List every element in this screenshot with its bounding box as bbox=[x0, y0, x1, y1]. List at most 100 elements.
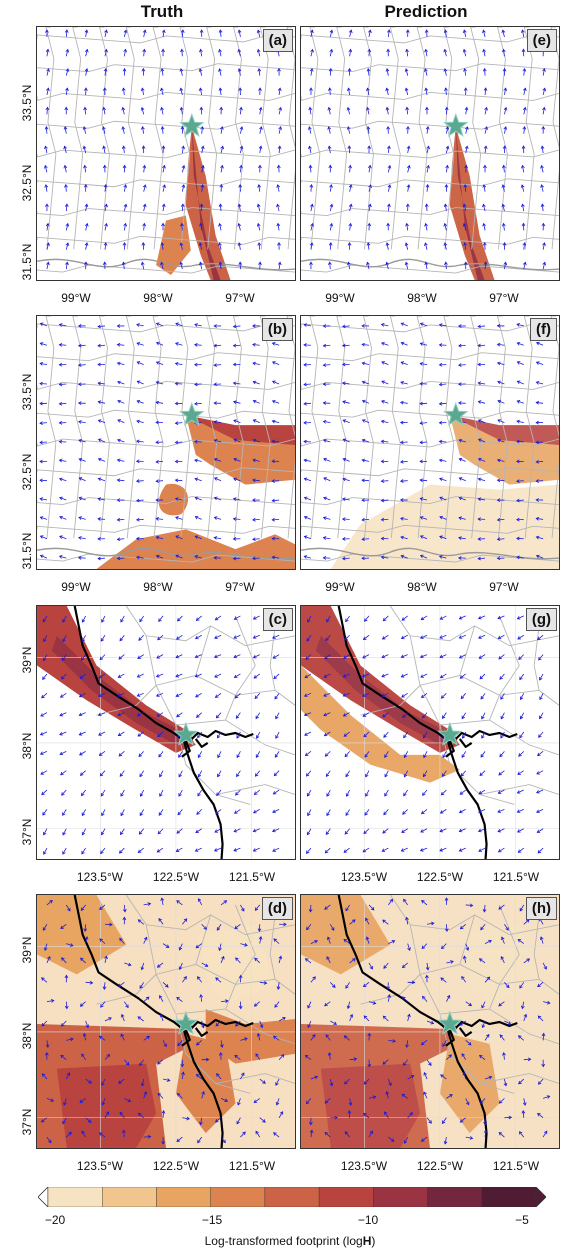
map-panel-e: (e) bbox=[300, 26, 560, 281]
y-tick: 38°N bbox=[20, 732, 34, 760]
footprint-plume bbox=[156, 126, 231, 280]
x-tick: 121.5°W bbox=[228, 870, 276, 884]
column-title-truth: Truth bbox=[140, 2, 184, 21]
y-tick: 38°N bbox=[20, 1022, 34, 1050]
colorbar-bin bbox=[47, 1187, 103, 1207]
map-panel-d: (d) bbox=[36, 894, 296, 1149]
panel-label: (e) bbox=[526, 29, 557, 52]
colorbar-title: Log-transformed footprint (logH) bbox=[204, 1234, 376, 1248]
x-tick: 122.5°W bbox=[416, 870, 464, 884]
footprint-plume bbox=[301, 606, 460, 783]
receptor-star-icon bbox=[443, 112, 469, 137]
panel-label: (g) bbox=[525, 608, 557, 631]
colorbar bbox=[38, 1187, 546, 1207]
county-borders bbox=[360, 606, 559, 805]
footprint-plume bbox=[37, 895, 295, 1148]
grid-lines bbox=[301, 895, 559, 1148]
map-canvas bbox=[301, 316, 559, 569]
grid-lines bbox=[37, 895, 295, 1148]
y-tick: 39°N bbox=[20, 936, 34, 964]
coastline bbox=[337, 895, 518, 1148]
colorbar-tick: −20 bbox=[44, 1213, 66, 1227]
x-tick: 99°W bbox=[325, 291, 355, 305]
y-tick: 32.5°N bbox=[20, 164, 34, 202]
x-tick: 122.5°W bbox=[152, 870, 200, 884]
wind-vectors bbox=[304, 897, 551, 1145]
panel-label: (d) bbox=[261, 897, 293, 920]
x-tick: 123.5°W bbox=[76, 1159, 124, 1173]
receptor-star-icon bbox=[179, 401, 205, 426]
map-canvas bbox=[301, 895, 559, 1148]
x-tick: 123.5°W bbox=[76, 870, 124, 884]
x-tick: 97°W bbox=[225, 291, 255, 305]
y-tick: 39°N bbox=[20, 646, 34, 674]
x-tick: 123.5°W bbox=[340, 870, 388, 884]
map-canvas bbox=[37, 895, 295, 1148]
receptor-star-icon bbox=[173, 1010, 199, 1035]
footprint-plume bbox=[449, 126, 495, 280]
panel-label: (a) bbox=[262, 29, 293, 52]
county-borders bbox=[301, 316, 559, 563]
colorbar-bin bbox=[156, 1187, 211, 1207]
map-canvas bbox=[37, 606, 295, 859]
x-tick: 99°W bbox=[61, 291, 91, 305]
y-tick: 31.5°N bbox=[20, 532, 34, 570]
map-panel-f: (f) bbox=[300, 315, 560, 570]
footprint-plume bbox=[37, 606, 196, 753]
x-tick: 122.5°W bbox=[152, 1159, 200, 1173]
map-panel-b: (b) bbox=[36, 315, 296, 570]
county-borders bbox=[301, 27, 559, 274]
x-tick: 97°W bbox=[489, 580, 519, 594]
x-tick: 98°W bbox=[407, 580, 437, 594]
colorbar-tick: −5 bbox=[515, 1213, 529, 1227]
map-panel-a: (a) bbox=[36, 26, 296, 281]
colorbar-bin bbox=[210, 1187, 266, 1207]
colorbar-bin bbox=[318, 1187, 374, 1207]
map-canvas bbox=[37, 27, 295, 280]
x-tick: 121.5°W bbox=[492, 1159, 540, 1173]
column-title-prediction: Prediction bbox=[384, 2, 468, 21]
footprint-plume bbox=[330, 415, 559, 569]
wind-vectors bbox=[44, 29, 283, 270]
wind-vectors bbox=[39, 615, 280, 855]
x-tick: 121.5°W bbox=[228, 1159, 276, 1173]
receptor-star-icon bbox=[437, 1010, 463, 1035]
colorbar-bin bbox=[481, 1187, 537, 1207]
x-tick: 99°W bbox=[61, 580, 91, 594]
y-tick: 33.5°N bbox=[20, 373, 34, 411]
colorbar-bin bbox=[264, 1187, 320, 1207]
colorbar-tick: −15 bbox=[201, 1213, 223, 1227]
county-borders bbox=[37, 27, 295, 274]
x-tick: 121.5°W bbox=[492, 870, 540, 884]
colorbar-bin bbox=[102, 1187, 157, 1207]
x-tick: 98°W bbox=[143, 580, 173, 594]
y-tick: 37°N bbox=[20, 1108, 34, 1136]
x-tick: 99°W bbox=[325, 580, 355, 594]
panel-label: (c) bbox=[262, 608, 293, 631]
y-tick: 33.5°N bbox=[20, 84, 34, 122]
map-canvas bbox=[301, 606, 559, 859]
map-canvas bbox=[37, 316, 295, 569]
colorbar-bin bbox=[427, 1187, 482, 1207]
map-panel-c: (c) bbox=[36, 605, 296, 860]
colorbar-min-arrow bbox=[38, 1187, 49, 1207]
y-tick: 31.5°N bbox=[20, 243, 34, 281]
wind-vectors bbox=[303, 322, 544, 561]
x-tick: 98°W bbox=[143, 291, 173, 305]
receptor-star-icon bbox=[179, 112, 205, 137]
panel-label: (h) bbox=[525, 897, 557, 920]
map-panel-h: (h) bbox=[300, 894, 560, 1149]
wind-vectors bbox=[308, 29, 547, 270]
colorbar-max-arrow bbox=[535, 1187, 546, 1207]
x-tick: 98°W bbox=[407, 291, 437, 305]
map-canvas bbox=[301, 27, 559, 280]
x-tick: 123.5°W bbox=[340, 1159, 388, 1173]
x-tick: 97°W bbox=[225, 580, 255, 594]
y-tick: 37°N bbox=[20, 818, 34, 846]
panel-label: (b) bbox=[261, 318, 293, 341]
wind-vectors bbox=[303, 615, 544, 854]
colorbar-bin bbox=[373, 1187, 428, 1207]
y-tick: 32.5°N bbox=[20, 453, 34, 491]
panel-label: (f) bbox=[530, 318, 557, 341]
x-tick: 122.5°W bbox=[416, 1159, 464, 1173]
